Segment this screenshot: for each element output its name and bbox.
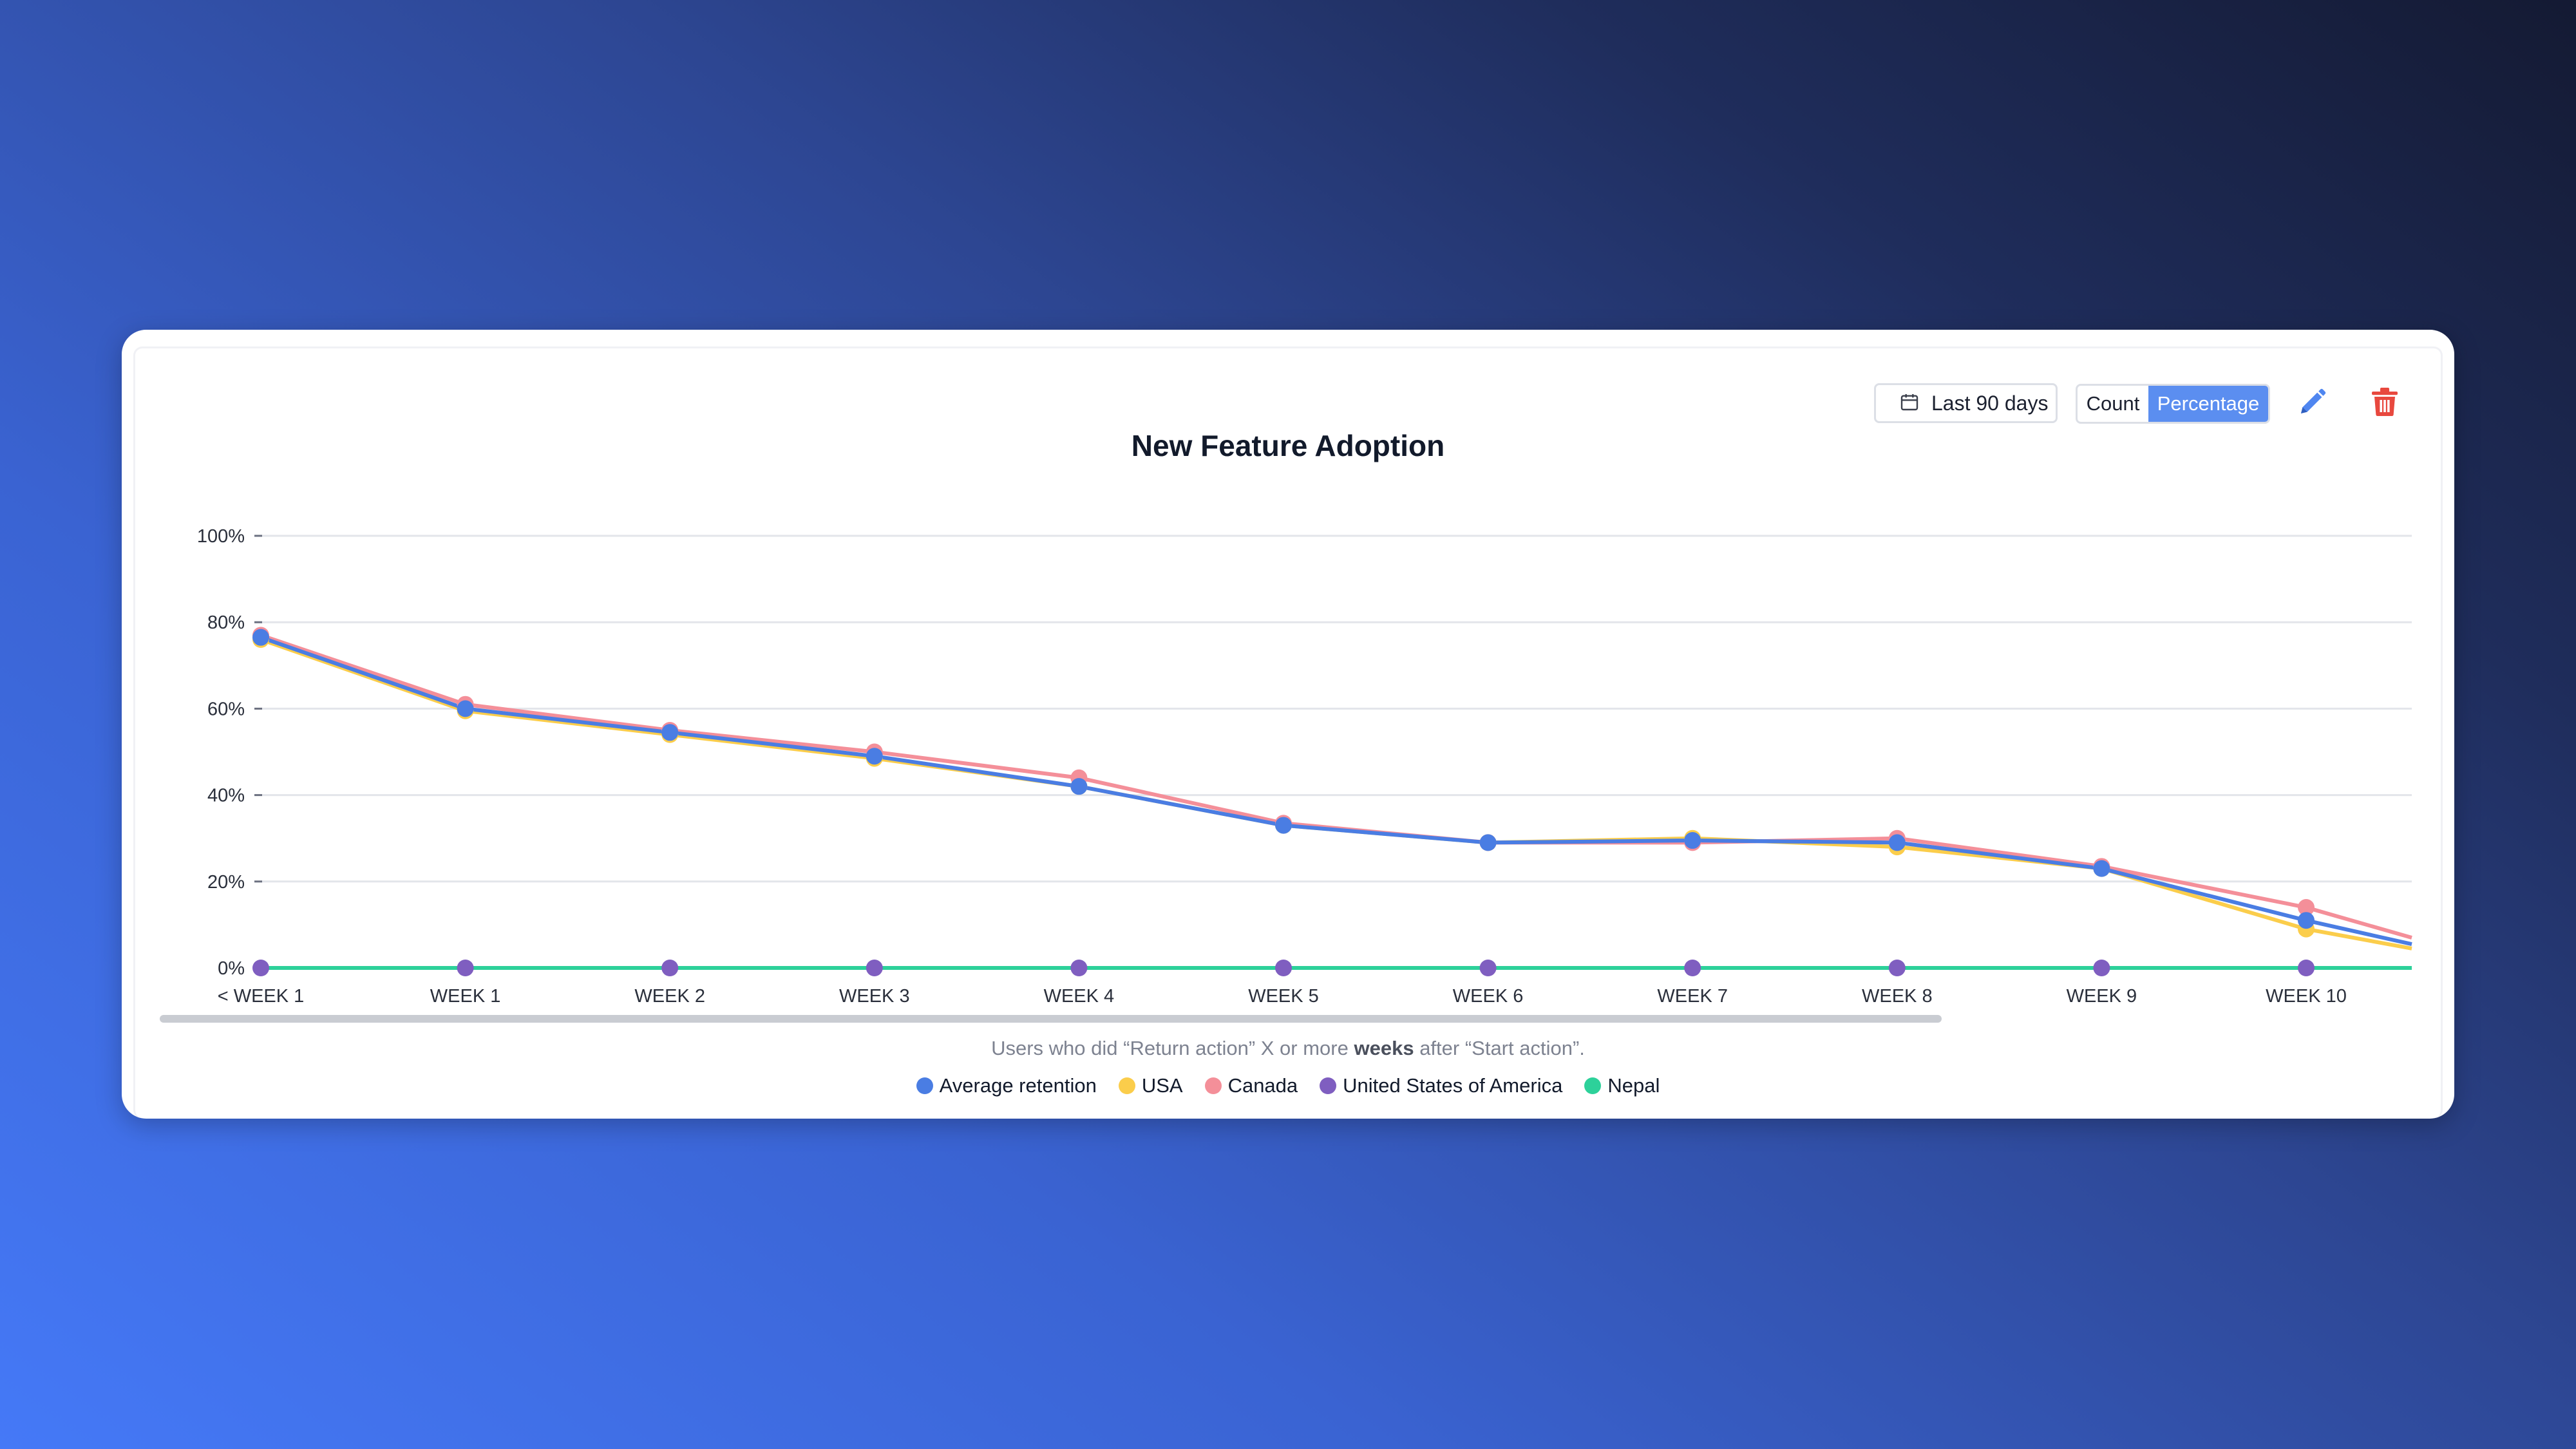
data-point — [2093, 960, 2110, 976]
data-point — [2093, 860, 2110, 877]
caption-period: weeks — [1354, 1037, 1414, 1059]
delete-button[interactable] — [2369, 385, 2401, 421]
x-tick-label: WEEK 5 — [1248, 986, 1319, 1007]
data-point — [866, 748, 883, 765]
legend-label: Average retention — [939, 1074, 1097, 1097]
series-line-canada — [260, 633, 2412, 940]
data-point — [252, 629, 269, 646]
data-point — [2298, 960, 2315, 976]
legend-item[interactable]: Average retention — [916, 1074, 1097, 1097]
legend-swatch — [1584, 1077, 1602, 1094]
y-tick-label: 60% — [207, 699, 245, 719]
data-point — [661, 960, 679, 976]
x-tick-label: WEEK 3 — [839, 986, 910, 1007]
y-tick-label: 80% — [207, 612, 245, 633]
legend-label: United States of America — [1343, 1074, 1563, 1097]
legend-label: USA — [1141, 1074, 1183, 1097]
data-point — [1684, 832, 1701, 849]
trash-icon — [2371, 386, 2399, 421]
x-tick-label: WEEK 8 — [1862, 986, 1933, 1007]
legend-label: Canada — [1227, 1074, 1298, 1097]
data-point — [866, 960, 883, 976]
chart-card-border — [133, 346, 2443, 1119]
legend-swatch — [1320, 1077, 1337, 1094]
legend-item[interactable]: United States of America — [1320, 1074, 1562, 1097]
data-point — [1479, 834, 1497, 851]
x-tick-label: WEEK 10 — [2266, 986, 2347, 1007]
data-point — [2298, 912, 2315, 929]
date-range-button[interactable]: Last 90 days — [1874, 383, 2058, 423]
chart-card — [122, 330, 2454, 1119]
legend-swatch — [1118, 1077, 1135, 1094]
legend-item[interactable]: Canada — [1204, 1074, 1298, 1097]
legend-item[interactable]: Nepal — [1584, 1074, 1660, 1097]
x-tick-label: < WEEK 1 — [218, 986, 305, 1007]
caption-text-before: Users who did “Return action” X or more — [991, 1037, 1349, 1059]
data-point — [1479, 960, 1497, 976]
data-point — [457, 960, 474, 976]
x-tick-label: WEEK 6 — [1453, 986, 1524, 1007]
data-point — [1275, 960, 1292, 976]
data-point — [1888, 960, 1906, 976]
date-range-label: Last 90 days — [1931, 391, 2049, 415]
data-point — [661, 724, 679, 741]
x-tick-label: WEEK 9 — [2067, 986, 2137, 1007]
series-line-average-retention — [260, 635, 2412, 947]
legend-item[interactable]: USA — [1118, 1074, 1183, 1097]
chart-legend: Average retention USA Canada United States … — [0, 1074, 2576, 1097]
legend-swatch — [1204, 1077, 1222, 1094]
horizontal-scrollbar[interactable] — [160, 1015, 1942, 1023]
count-mode-button[interactable]: Count — [2086, 392, 2140, 415]
y-tick-label: 40% — [207, 786, 245, 806]
legend-swatch — [916, 1077, 933, 1094]
data-point — [1070, 960, 1088, 976]
chart-caption: Users who did “Return action” X or more … — [0, 1037, 2576, 1060]
data-point — [457, 700, 474, 717]
chart-title: New Feature Adoption — [1131, 429, 1445, 462]
data-point — [1888, 834, 1906, 851]
pencil-icon — [2297, 386, 2328, 421]
legend-label: Nepal — [1607, 1074, 1660, 1097]
calendar-icon — [1899, 392, 1920, 415]
data-point — [1070, 778, 1088, 795]
data-point — [1684, 960, 1701, 976]
data-point — [2298, 899, 2315, 916]
x-tick-label: WEEK 7 — [1657, 986, 1728, 1007]
caption-text-after: after “Start action”. — [1419, 1037, 1585, 1059]
y-tick-label: 0% — [218, 958, 245, 979]
display-mode-toggle: Count Percentage — [2076, 384, 2270, 424]
data-point — [252, 960, 269, 976]
x-tick-label: WEEK 1 — [430, 986, 501, 1007]
edit-button[interactable] — [2296, 385, 2329, 421]
y-tick-label: 100% — [197, 526, 245, 547]
series-line-usa — [260, 638, 2412, 951]
percentage-mode-button[interactable]: Percentage — [2148, 386, 2268, 422]
y-tick-label: 20% — [207, 872, 245, 893]
data-point — [1275, 817, 1292, 834]
x-tick-label: WEEK 4 — [1044, 986, 1115, 1007]
x-tick-label: WEEK 2 — [634, 986, 705, 1007]
